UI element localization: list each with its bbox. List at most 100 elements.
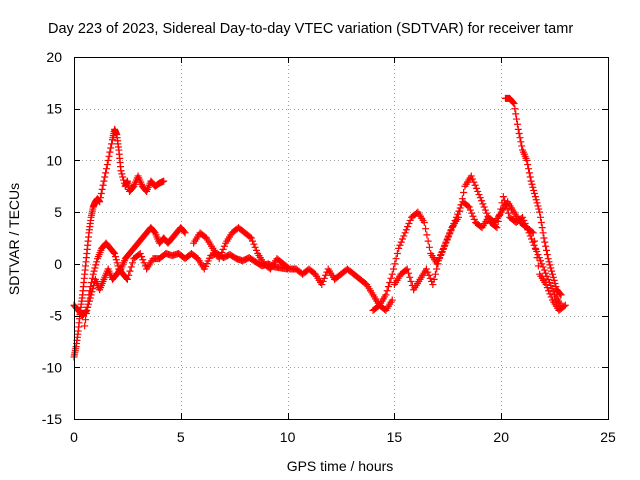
- data-point: [250, 240, 258, 248]
- data-point: [181, 229, 189, 237]
- data-point: [540, 266, 548, 274]
- data-point: [249, 237, 257, 245]
- data-point: [443, 236, 451, 244]
- series-arc-7: [501, 94, 565, 299]
- data-point: [472, 184, 480, 192]
- data-point: [320, 274, 328, 282]
- data-point: [545, 258, 553, 266]
- data-point: [542, 242, 550, 250]
- data-point: [383, 287, 391, 295]
- data-point: [533, 199, 541, 207]
- data-point: [469, 175, 477, 183]
- data-point: [403, 265, 411, 273]
- data-point: [397, 238, 405, 246]
- data-point: [464, 202, 472, 210]
- data-point: [475, 191, 483, 199]
- data-point: [557, 301, 565, 309]
- data-point: [557, 291, 565, 299]
- data-point: [522, 223, 530, 231]
- series-arc-3: [81, 239, 292, 330]
- data-point: [540, 234, 548, 242]
- data-point: [404, 269, 412, 277]
- chart-title: Day 223 of 2023, Sidereal Day-to-day VTE…: [48, 21, 573, 37]
- y-tick-label: -5: [50, 308, 63, 324]
- data-point: [528, 180, 536, 188]
- data-point: [217, 252, 225, 260]
- y-tick-label: -10: [42, 359, 62, 375]
- data-point: [552, 283, 560, 291]
- data-point: [104, 156, 112, 164]
- data-point: [102, 165, 110, 173]
- data-point: [458, 195, 466, 203]
- y-tick-label: 0: [54, 256, 62, 272]
- data-point: [510, 100, 518, 108]
- data-point: [433, 265, 441, 273]
- data-point: [471, 181, 479, 189]
- data-point: [543, 251, 551, 259]
- y-tick-label: 15: [46, 101, 62, 117]
- y-tick-label: 20: [46, 49, 62, 65]
- data-point: [137, 253, 145, 261]
- data-point: [538, 224, 546, 232]
- data-point: [106, 148, 114, 156]
- data-point: [467, 172, 475, 180]
- data-point: [456, 207, 464, 215]
- data-point: [560, 302, 568, 310]
- data-point: [180, 228, 188, 236]
- data-point: [529, 238, 537, 246]
- x-tick-label: 25: [600, 429, 616, 445]
- data-point: [523, 156, 531, 164]
- data-point: [533, 247, 541, 255]
- data-point: [526, 232, 534, 240]
- data-point: [440, 242, 448, 250]
- data-point: [542, 269, 550, 277]
- data-point: [485, 215, 493, 223]
- data-point: [114, 262, 122, 270]
- data-point: [319, 277, 327, 285]
- data-point: [108, 140, 116, 148]
- x-tick-label: 0: [70, 429, 78, 445]
- data-point: [396, 241, 404, 249]
- data-point: [534, 251, 542, 259]
- data-point: [425, 243, 433, 251]
- data-point: [501, 197, 509, 205]
- data-point: [516, 134, 524, 142]
- data-point: [405, 220, 413, 228]
- data-point: [442, 239, 450, 247]
- data-point: [391, 260, 399, 268]
- data-point: [322, 271, 330, 279]
- data-point: [541, 238, 549, 246]
- data-point: [544, 255, 552, 263]
- data-point: [447, 227, 455, 235]
- data-point: [215, 255, 223, 263]
- data-point: [90, 267, 98, 275]
- data-point: [118, 170, 126, 178]
- data-point: [400, 232, 408, 240]
- data-point: [527, 177, 535, 185]
- data-point: [318, 281, 326, 289]
- x-tick-label: 20: [493, 429, 509, 445]
- data-point: [515, 130, 523, 138]
- data-point: [93, 258, 101, 266]
- data-point: [551, 280, 559, 288]
- data-point: [112, 256, 120, 264]
- data-point: [524, 161, 532, 169]
- data-point: [123, 275, 131, 283]
- data-point: [113, 259, 121, 267]
- data-point: [535, 205, 543, 213]
- data-point: [526, 173, 534, 181]
- y-tick-label: 10: [46, 152, 62, 168]
- data-point: [100, 177, 108, 185]
- x-axis-label: GPS time / hours: [287, 458, 394, 474]
- data-point: [525, 229, 533, 237]
- data-point: [545, 278, 553, 286]
- data-point: [480, 203, 488, 211]
- data-point: [535, 254, 543, 262]
- data-point: [119, 173, 127, 181]
- data-point: [546, 261, 554, 269]
- data-point: [150, 228, 158, 236]
- data-point: [531, 244, 539, 252]
- data-point: [435, 255, 443, 263]
- data-point: [395, 244, 403, 252]
